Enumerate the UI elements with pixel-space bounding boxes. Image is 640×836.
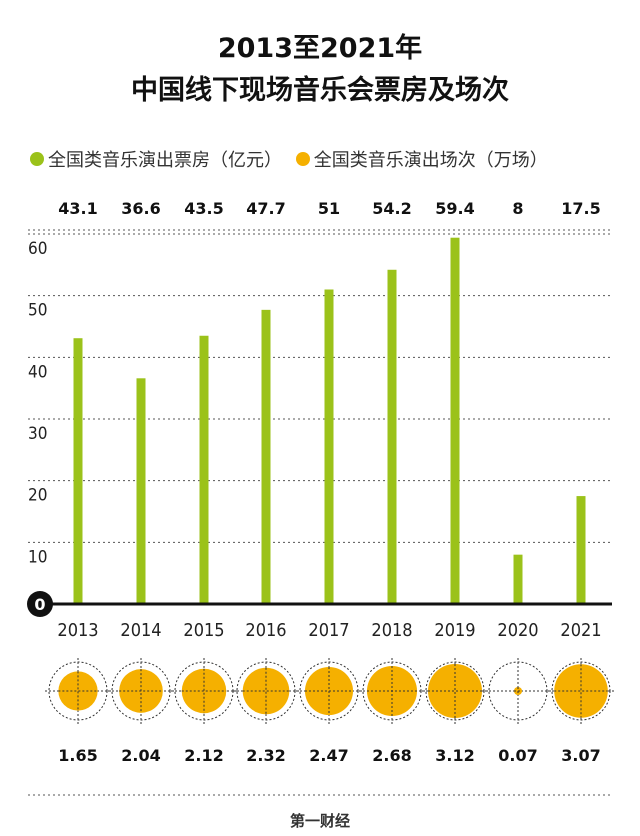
- y-tick-label: 50: [28, 301, 47, 321]
- session-value-label: 3.07: [561, 746, 600, 765]
- bar-value-label: 59.4: [435, 199, 474, 218]
- y-tick-label: 60: [28, 239, 47, 259]
- x-tick-label: 2019: [434, 620, 475, 641]
- x-tick-label: 2020: [497, 620, 538, 641]
- bar: [513, 554, 523, 604]
- bar: [199, 335, 209, 604]
- chart-title-line1: 2013至2021年: [217, 33, 423, 64]
- legend-item-box-office: 全国类音乐演出票房（亿元）: [30, 146, 282, 172]
- bar-value-label: 47.7: [246, 199, 285, 218]
- y-tick-label: 40: [28, 362, 47, 382]
- legend-dot-green: [30, 152, 44, 166]
- y-tick-label: 20: [28, 486, 47, 506]
- bar: [387, 269, 397, 604]
- session-circle: [181, 668, 227, 714]
- legend-item-sessions: 全国类音乐演出场次（万场）: [295, 146, 548, 172]
- x-tick-label: 2014: [120, 620, 161, 641]
- bar-value-label: 36.6: [121, 199, 160, 218]
- session-value-label: 0.07: [498, 746, 537, 765]
- session-value-label: 2.04: [121, 746, 160, 765]
- session-circle: [58, 671, 98, 711]
- bar-value-label: 54.2: [372, 199, 411, 218]
- y-tick-label-zero: 0: [34, 595, 45, 614]
- x-tick-label: 2013: [57, 620, 98, 641]
- x-tick-label: 2015: [183, 620, 224, 641]
- bar: [576, 496, 586, 604]
- session-value-label: 3.12: [435, 746, 474, 765]
- x-tick-label: 2018: [371, 620, 412, 641]
- x-tick-label: 2016: [245, 620, 286, 641]
- legend-label-box-office: 全国类音乐演出票房（亿元）: [48, 150, 282, 171]
- session-circle: [242, 667, 290, 715]
- bar-value-label: 17.5: [561, 199, 600, 218]
- bar: [136, 378, 146, 604]
- x-tick-label: 2017: [308, 620, 349, 641]
- legend-label-sessions: 全国类音乐演出场次（万场）: [313, 150, 548, 171]
- session-value-label: 1.65: [58, 746, 97, 765]
- y-tick-label: 30: [28, 424, 47, 444]
- session-value-label: 2.32: [246, 746, 285, 765]
- bar-value-label: 43.1: [58, 199, 97, 218]
- legend: 全国类音乐演出票房（亿元） 全国类音乐演出场次（万场）: [30, 146, 630, 172]
- session-value-label: 2.68: [372, 746, 411, 765]
- bar: [73, 338, 83, 604]
- bar: [324, 289, 334, 604]
- bar: [261, 309, 271, 604]
- bar-value-label: 43.5: [184, 199, 223, 218]
- y-tick-label: 10: [28, 547, 47, 567]
- legend-dot-yellow: [295, 152, 310, 166]
- bar: [450, 237, 460, 604]
- x-tick-label: 2021: [560, 620, 601, 641]
- source-label: 第一财经: [289, 812, 350, 830]
- bar-value-label: 8: [512, 199, 523, 218]
- session-value-label: 2.47: [309, 746, 348, 765]
- chart-title-line2: 中国线下现场音乐会票房及场次: [131, 75, 509, 106]
- session-value-label: 2.12: [184, 746, 223, 765]
- bar-value-label: 51: [318, 199, 340, 218]
- session-circle: [428, 664, 482, 718]
- zero-badge: [27, 591, 53, 617]
- session-circle: [554, 664, 608, 718]
